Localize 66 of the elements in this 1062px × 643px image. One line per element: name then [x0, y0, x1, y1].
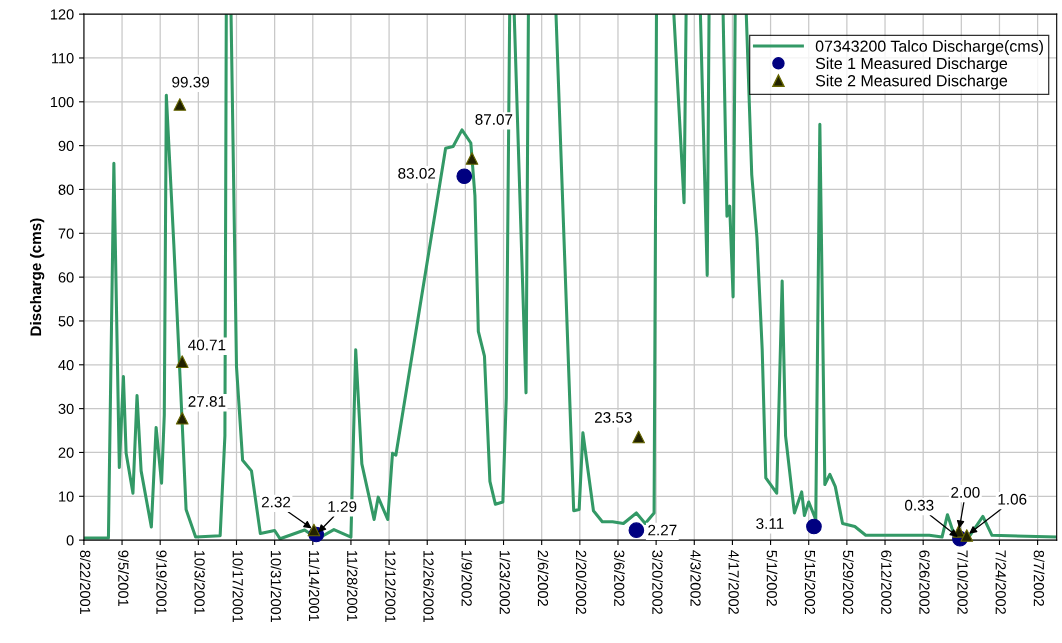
x-tick-label: 5/15/2002 — [804, 550, 816, 614]
x-tick-label: 6/12/2002 — [881, 550, 892, 614]
y-tick-label: 120 — [50, 9, 74, 20]
point — [456, 168, 473, 185]
y-tick-label: 110 — [52, 53, 74, 64]
x-tick-label: 10/17/2001 — [232, 550, 244, 623]
y-tick-label: 60 — [58, 272, 74, 283]
x-tick-label: 11/28/2001 — [347, 550, 358, 622]
y-tick-label: 10 — [59, 491, 74, 502]
y-tick-label: 70 — [58, 228, 74, 239]
y-tick-label: 40 — [58, 359, 74, 371]
point — [175, 411, 189, 425]
y-tick-label: 80 — [58, 184, 74, 195]
y-tick-label: 50 — [58, 316, 74, 327]
x-tick-label: 4/17/2002 — [728, 550, 740, 614]
data-label: 40.71 — [188, 339, 226, 351]
x-tick-label: 3/20/2002 — [652, 550, 663, 614]
data-label: 83.02 — [398, 167, 436, 179]
x-tick-label: 3/6/2002 — [614, 550, 625, 606]
point — [632, 430, 646, 444]
y-tick-label: 30 — [58, 403, 74, 415]
x-tick-label: 1/9/2002 — [461, 550, 473, 606]
x-tick-label: 9/5/2001 — [118, 550, 129, 606]
legend-label: 07343200 Talco Discharge(cms) — [815, 40, 1043, 55]
data-label: 23.53 — [594, 412, 632, 423]
x-tick-label: 4/3/2002 — [690, 550, 702, 606]
data-label: 0.33 — [905, 499, 934, 511]
data-label: 27.81 — [188, 396, 226, 407]
x-tick-label: 12/12/2001 — [385, 550, 396, 623]
point — [175, 355, 189, 369]
x-tick-label: 2/20/2002 — [575, 550, 587, 614]
data-label: 87.07 — [475, 114, 513, 125]
x-tick-label: 6/26/2002 — [919, 550, 930, 614]
x-tick-label: 11/14/2001 — [308, 550, 320, 622]
x-tick-label: 7/10/2002 — [957, 550, 969, 614]
point — [173, 98, 187, 111]
data-label: 1.29 — [328, 501, 357, 512]
x-tick-label: 10/3/2001 — [194, 550, 206, 615]
point — [465, 152, 479, 165]
x-tick-label: 10/31/2001 — [270, 550, 282, 623]
x-tick-label: 5/29/2002 — [842, 550, 854, 614]
data-label: 99.39 — [172, 76, 210, 88]
data-label: 2.27 — [648, 524, 677, 536]
x-tick-label: 9/19/2001 — [156, 550, 167, 615]
data-label: 1.06 — [998, 493, 1027, 505]
y-tick-label: 100 — [50, 96, 74, 108]
x-tick-label: 2/6/2002 — [537, 550, 549, 606]
y-tick-label: 0 — [66, 535, 74, 546]
legend-label: Site 1 Measured Discharge — [815, 57, 1008, 73]
y-tick-label: 20 — [58, 447, 74, 458]
data-label: 2.00 — [951, 486, 980, 498]
x-tick-label: 8/7/2002 — [1033, 550, 1045, 606]
y-tick-label: 90 — [58, 140, 74, 152]
x-tick-label: 5/1/2002 — [766, 550, 778, 606]
data-label: 3.11 — [756, 518, 784, 530]
legend-label: Site 2 Measured Discharge — [815, 74, 1008, 90]
point — [628, 522, 645, 539]
x-tick-label: 8/22/2001 — [79, 550, 91, 615]
x-tick-label: 12/26/2001 — [423, 550, 435, 623]
x-tick-label: 7/24/2002 — [995, 550, 1007, 614]
x-tick-label: 1/23/2002 — [499, 550, 511, 614]
y-axis-title: Discharge (cms) — [29, 218, 45, 336]
data-label: 2.32 — [261, 496, 291, 508]
point — [960, 529, 974, 542]
point — [307, 523, 321, 537]
point — [806, 518, 822, 535]
